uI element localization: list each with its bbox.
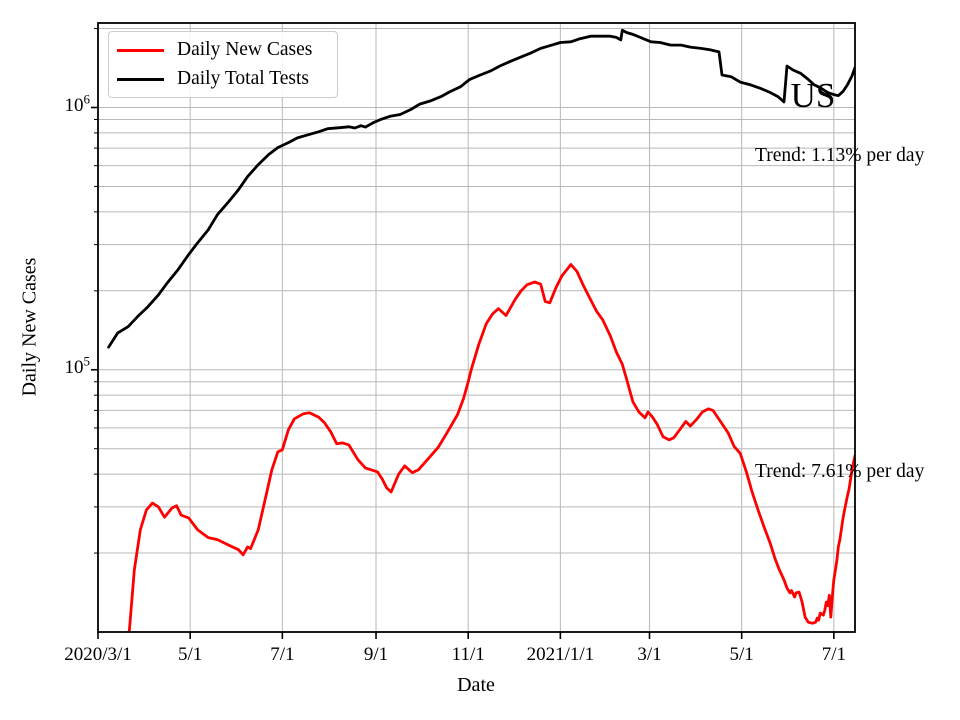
x-tick-label: 11/1 [451,644,485,665]
x-tick-label: 3/1 [637,644,662,665]
daily-total-tests-line [107,28,855,349]
plot-border-spines [97,22,856,633]
red-line-swatch-icon [117,48,164,52]
x-tick-label: 7/1 [270,644,295,665]
y-tick-label: 106 [64,91,91,116]
country-annotation: US [790,76,836,115]
legend-label: Daily Total Tests [177,68,309,89]
x-axis-title: Date [457,674,495,696]
x-tick-label: 2020/3/1 [64,644,132,665]
legend-label: Daily New Cases [177,39,313,60]
tests-trend-annotation: Trend: 1.13% per day [755,145,925,166]
grid-lines [97,23,855,632]
y-tick-label: 105 [64,353,91,378]
axis-tick-marks [91,28,835,639]
data-series [107,28,855,632]
x-tick-label: 5/1 [178,644,203,665]
x-tick-label: 2021/1/1 [526,644,595,665]
daily-new-cases-line [127,263,855,632]
x-tick-label: 5/1 [729,644,754,665]
y-axis-title: Daily New Cases [18,257,41,397]
x-tick-label: 7/1 [821,644,846,665]
cases-trend-annotation: Trend: 7.61% per day [755,461,925,482]
black-line-swatch-icon [117,77,164,81]
x-tick-label: 9/1 [363,644,389,665]
legend-item-daily-total-tests: Daily Total Tests [117,68,327,90]
legend-item-daily-new-cases: Daily New Cases [117,39,327,61]
legend: Daily New Cases Daily Total Tests [108,31,338,98]
